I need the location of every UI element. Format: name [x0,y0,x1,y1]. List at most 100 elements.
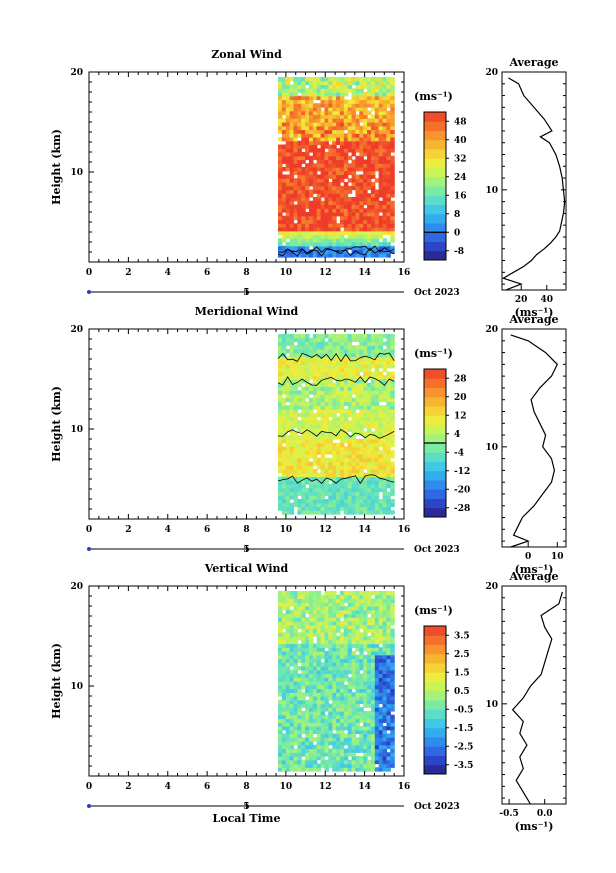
heatmap-cell [347,118,353,123]
heatmap-cell [382,379,388,384]
heatmap-cell [347,114,353,119]
heatmap-cell [382,718,388,723]
heatmap-cell [285,703,291,708]
heatmap-cell [347,696,353,701]
heatmap-cell [347,763,353,768]
heatmap-cell [386,662,391,667]
heatmap-cell [305,182,310,187]
heatmap-cell [308,431,314,436]
heatmap-cell [355,394,360,399]
heatmap-cell [293,737,298,742]
heatmap-cell [320,152,326,157]
heatmap-cell [386,692,391,697]
heatmap-cell [390,122,395,127]
heatmap-cell [370,666,376,671]
heatmap-cell [355,88,360,93]
heatmap-cell [378,118,384,123]
heatmap-cell [347,352,353,358]
heatmap-cell [312,129,318,134]
heatmap-cell [289,487,295,493]
heatmap-cell [343,613,349,618]
heatmap-cell [336,744,341,750]
heatmap-cell [293,159,298,164]
heatmap-cell [378,223,384,228]
heatmap-cell [308,420,314,425]
heatmap-cell [332,684,337,690]
heatmap-cell [328,632,333,637]
heatmap-cell [386,204,391,209]
heatmap-cell [359,397,364,403]
heatmap-cell [343,450,349,455]
heatmap-cell [374,242,380,247]
heatmap-cell [386,182,391,187]
heatmap-cell [281,688,287,693]
heatmap-cell [355,360,360,365]
heatmap-cell [367,223,372,228]
heatmap-cell [359,654,364,660]
heatmap-cell [312,711,318,716]
heatmap-cell [312,103,318,108]
heatmap-cell [386,763,391,768]
heatmap-cell [347,677,353,682]
heatmap-cell [390,394,395,399]
heatmap-cell [297,118,302,123]
heatmap-cell [308,341,314,346]
heatmap-cell [332,394,337,399]
heatmap-cell [359,341,364,346]
heatmap-cell [336,759,341,765]
heatmap-cell [355,450,360,455]
heatmap-cell [305,345,310,350]
heatmap-cell [301,230,306,236]
heatmap-cell [374,208,380,213]
heatmap-cell [378,654,384,660]
heatmap-cell [316,334,322,339]
heatmap-cell [328,390,333,395]
heatmap-cell [386,759,391,765]
heatmap-cell [297,334,302,339]
heatmap-cell [390,431,395,436]
heatmap-cell [324,692,329,697]
colorbar-tick-label: -1.5 [454,724,473,734]
heatmap-cell [363,118,368,123]
heatmap-cell [305,726,310,731]
heatmap-cell [336,722,341,727]
heatmap-cell [374,598,380,603]
heatmap-cell [355,748,360,753]
heatmap-cell [355,349,360,354]
heatmap-cell [355,163,360,168]
heatmap-cell [308,345,314,350]
heatmap-cell [374,88,380,93]
heatmap-cell [355,159,360,164]
heatmap-cell [285,722,291,727]
heatmap-cell [359,647,364,652]
heatmap-cell [343,88,349,93]
heatmap-cell [316,718,322,723]
heatmap-cell [382,673,388,678]
x-tick-label: 2 [125,782,131,792]
heatmap-cell [363,110,368,116]
heatmap-cell [324,476,329,481]
colorbar-tick-label: -8 [454,247,464,257]
heatmap-cell [351,617,357,622]
heatmap-cell [293,88,298,93]
heatmap-cell [281,92,287,97]
heatmap-cell [285,382,291,388]
heatmap-cell [328,245,333,251]
heatmap-cell [289,379,295,384]
heatmap-cell [378,405,384,410]
heatmap-cell [285,636,291,641]
heatmap-cell [308,238,314,243]
heatmap-cell [312,495,318,500]
heatmap-cell [289,446,295,451]
panel-title: Meridional Wind [195,305,299,318]
heatmap-cell [386,669,391,675]
profile-title: Average [508,313,558,326]
heatmap-cell [339,699,345,705]
heatmap-cell [351,446,357,451]
heatmap-cell [285,662,291,667]
heatmap-cell [378,696,384,701]
colorbar-band [424,406,446,416]
heatmap-cell [390,636,395,641]
heatmap-cell [320,416,326,421]
heatmap-cell [374,677,380,682]
